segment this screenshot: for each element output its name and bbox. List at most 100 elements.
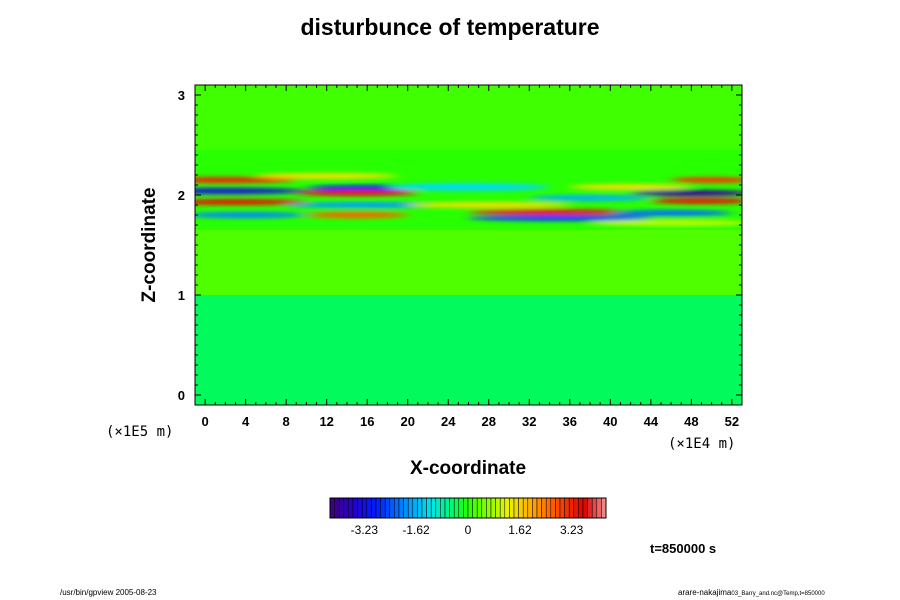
heatmap-band-9 [387,183,550,191]
z-scale-note: (×1E5 m) [106,424,174,440]
y-tick-label-2: 2 [178,188,185,203]
colorbar-cell-47 [545,497,552,519]
heatmap-band-3 [195,212,307,218]
heatmap-band-14 [569,184,692,190]
colorbar-cell-26 [449,497,455,519]
colorbar-cell-49 [555,497,561,519]
x-tick-label-44: 44 [644,414,659,429]
heatmap-band-7 [286,202,449,208]
colorbar-cell-56 [587,497,593,519]
x-tick-label-0: 0 [202,414,209,429]
colorbar-cell-14 [394,497,400,519]
heatmap-band-4 [255,173,398,179]
colorbar-cell-39 [509,497,515,519]
colorbar-cell-21 [426,497,432,519]
heatmap-band-17 [671,177,742,183]
x-tick-label-4: 4 [242,414,250,429]
heatmap-band-13 [529,195,651,201]
colorbar-cell-43 [527,497,533,519]
colorbar-cell-53 [573,497,579,519]
x-tick-label-16: 16 [360,414,374,429]
footer-right-small: 03_Barry_and.nc@Temp,t=850000 [731,591,825,597]
heatmap-band-11 [468,209,631,215]
x-tick-label-40: 40 [603,414,617,429]
colorbar-cell-17 [407,497,414,519]
x-scale-note: (×1E4 m) [668,436,736,452]
colorbar-cell-2 [338,497,345,519]
colorbar-tick-label-1: -1.62 [402,523,430,537]
colorbar-cell-51 [564,497,570,519]
colorbar-cell-23 [435,497,441,519]
heatmap-band-16 [650,198,742,204]
colorbar-cell-15 [398,497,404,519]
heatmap-band-6 [296,190,418,196]
heatmap-band-15 [630,190,742,196]
heatmap-band-19 [590,220,742,226]
x-tick-label-12: 12 [319,414,333,429]
colorbar-cell-19 [417,497,423,519]
colorbar-cell-3 [343,497,349,519]
x-tick-label-24: 24 [441,414,456,429]
y-tick-label-0: 0 [178,388,185,403]
colorbar-cell-1 [334,497,340,519]
y-axis-title: Z-coordinate [139,187,160,303]
colorbar-cell-36 [495,497,501,519]
footer-right: arare-nakajima03_Barry_and.nc@Temp,t=850… [678,588,825,597]
colorbar-cell-10 [375,497,381,519]
colorbar-cell-30 [467,497,473,519]
colorbar-cell-20 [421,497,427,519]
chart-title: disturbunce of temperature [300,14,600,40]
colorbar-tick-label-3: 1.62 [508,523,532,537]
colorbar-cell-12 [384,497,391,519]
colorbar-cell-37 [499,497,506,519]
colorbar-cell-46 [541,497,547,519]
y-tick-label-3: 3 [178,88,185,103]
heatmap-background-0 [195,85,742,150]
colorbar-cell-18 [412,497,418,519]
colorbar-tick-label-0: -3.23 [351,523,379,537]
colorbar-cell-8 [366,497,372,519]
colorbar-cell-52 [568,497,575,519]
x-tick-label-28: 28 [482,414,496,429]
y-tick-label-1: 1 [178,288,185,303]
colorbar-cell-41 [518,497,524,519]
colorbar-tick-label-2: 0 [465,523,472,537]
x-tick-label-52: 52 [725,414,739,429]
colorbar-cell-55 [582,497,588,519]
heatmap-band-1 [195,188,307,194]
heatmap-band-2 [195,199,307,205]
x-tick-label-36: 36 [563,414,577,429]
colorbar-cell-34 [486,497,492,519]
colorbar-cell-22 [430,497,437,519]
colorbar-cell-32 [476,497,483,519]
colorbar-cell-40 [513,497,519,519]
colorbar-cell-25 [444,497,450,519]
colorbar-cell-29 [463,497,469,519]
colorbar-cell-45 [536,497,542,519]
colorbar-cell-58 [596,497,602,519]
colorbar-cell-6 [357,497,363,519]
colorbar-cell-57 [591,497,598,519]
colorbar-cell-48 [550,497,556,519]
x-axis-title: X-coordinate [409,458,527,479]
heatmap-band-18 [610,210,732,216]
colorbar-cell-27 [453,497,460,519]
heatmap-background-3 [195,295,742,405]
colorbar-cell-54 [578,497,584,519]
colorbar-cell-59 [601,497,607,519]
x-tick-label-20: 20 [400,414,414,429]
colorbar-cell-0 [329,497,335,519]
colorbar-cell-9 [371,497,377,519]
colorbar-cell-16 [403,497,409,519]
footer-left: /usr/bin/gpview 2005-08-23 [60,588,157,597]
colorbar-cell-28 [458,497,464,519]
colorbar-cell-38 [504,497,510,519]
x-tick-label-32: 32 [522,414,536,429]
footer-right-main: arare-nakajima [678,588,732,597]
heatmap-band-12 [468,215,651,221]
colorbar-cell-7 [361,497,368,519]
colorbar-cell-11 [380,497,386,519]
colorbar-cell-44 [532,497,538,519]
colorbar-frame [329,497,607,519]
